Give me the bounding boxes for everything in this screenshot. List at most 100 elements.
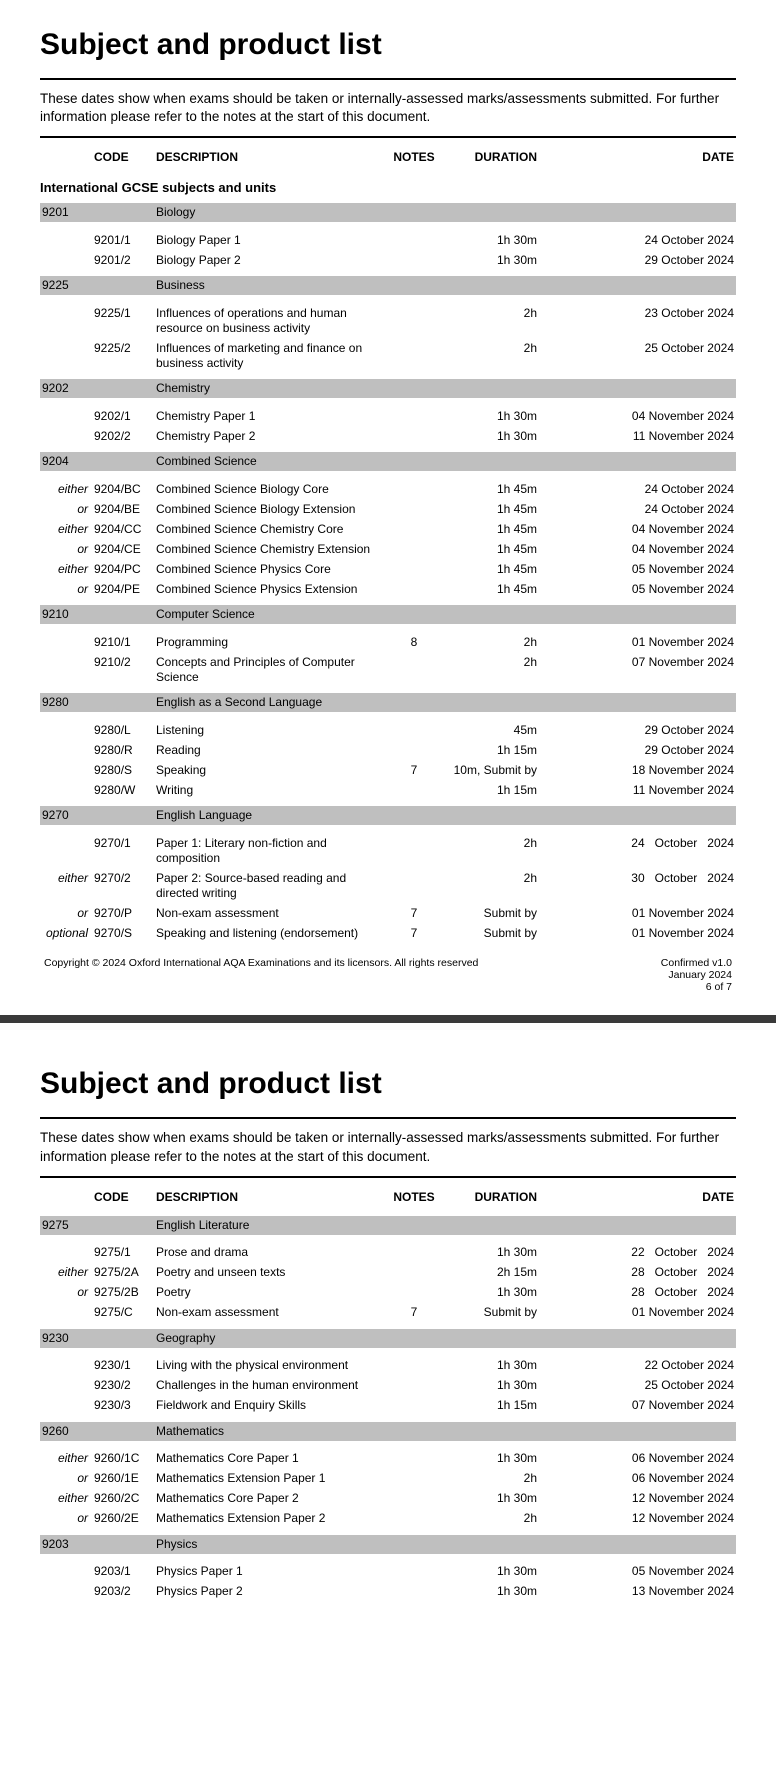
exam-row: 9230/3Fieldwork and Enquiry Skills1h 15m… (40, 1396, 736, 1416)
row-code: 9270/1 (94, 836, 156, 851)
subjects-container: 9275English Literature 9275/1Prose and dr… (40, 1216, 736, 1602)
subject-bar: 9260Mathematics (40, 1422, 736, 1441)
row-date: 05 November 2024 (537, 582, 734, 597)
row-description: Poetry and unseen texts (156, 1265, 386, 1280)
row-description: Biology Paper 1 (156, 233, 386, 248)
subject-bar: 9275English Literature (40, 1216, 736, 1235)
intro-rule (40, 1176, 736, 1178)
row-description: Biology Paper 2 (156, 253, 386, 268)
row-code: 9204/PE (94, 582, 156, 597)
row-date: 23 October 2024 (537, 306, 734, 321)
subject-name: Mathematics (156, 1424, 732, 1438)
row-code: 9230/2 (94, 1378, 156, 1393)
page-title: Subject and product list (40, 28, 736, 62)
row-duration: 1h 45m (442, 502, 537, 517)
row-description: Paper 2: Source-based reading and direct… (156, 871, 386, 901)
row-description: Writing (156, 783, 386, 798)
column-headers: CODE DESCRIPTION NOTES DURATION DATE (40, 1186, 736, 1210)
row-duration: 1h 15m (442, 1398, 537, 1413)
row-option: or (42, 502, 94, 517)
subject-name: Physics (156, 1537, 732, 1551)
row-notes: 8 (386, 635, 442, 650)
row-duration: 1h 30m (442, 1564, 537, 1579)
row-date: 29 October 2024 (537, 743, 734, 758)
row-duration: 1h 45m (442, 562, 537, 577)
row-code: 9201/2 (94, 253, 156, 268)
row-code: 9260/2E (94, 1511, 156, 1526)
header-notes: NOTES (386, 1190, 442, 1204)
row-date: 30 October 2024 (537, 871, 734, 886)
footer-right: Confirmed v1.0 January 2024 6 of 7 (661, 957, 732, 993)
row-option: optional (42, 926, 94, 941)
subject-bar: 9270English Language (40, 806, 736, 825)
row-date: 18 November 2024 (537, 763, 734, 778)
row-code: 9204/BE (94, 502, 156, 517)
subject-name: English Language (156, 808, 732, 822)
exam-row: or9204/CECombined Science Chemistry Exte… (40, 539, 736, 559)
row-date: 06 November 2024 (537, 1451, 734, 1466)
title-rule (40, 78, 736, 80)
row-description: Influences of operations and human resou… (156, 306, 386, 336)
row-code: 9204/CE (94, 542, 156, 557)
row-option: either (42, 522, 94, 537)
row-date: 25 October 2024 (537, 341, 734, 356)
row-option: either (42, 871, 94, 886)
row-duration: 1h 30m (442, 409, 537, 424)
subject-code: 9203 (42, 1537, 94, 1551)
row-date: 22 October 2024 (537, 1245, 734, 1260)
subject-code: 9225 (42, 278, 94, 292)
subject-bar: 9201Biology (40, 203, 736, 222)
row-duration: 1h 30m (442, 1245, 537, 1260)
exam-row: 9280/RReading1h 15m29 October 2024 (40, 740, 736, 760)
row-date: 07 November 2024 (537, 1398, 734, 1413)
row-date: 05 November 2024 (537, 562, 734, 577)
row-description: Mathematics Extension Paper 2 (156, 1511, 386, 1526)
subject-code: 9204 (42, 454, 94, 468)
row-description: Non-exam assessment (156, 1305, 386, 1320)
row-date: 11 November 2024 (537, 429, 734, 444)
row-code: 9203/1 (94, 1564, 156, 1579)
subject-name: English Literature (156, 1218, 732, 1232)
page-1: Subject and product list These dates sho… (0, 0, 776, 1003)
footer-version: Confirmed v1.0 (661, 957, 732, 969)
row-duration: Submit by (442, 926, 537, 941)
row-description: Combined Science Physics Core (156, 562, 386, 577)
header-description: DESCRIPTION (156, 1190, 386, 1204)
row-description: Paper 1: Literary non-fiction and compos… (156, 836, 386, 866)
exam-row: 9275/1Prose and drama1h 30m22 October 20… (40, 1243, 736, 1263)
row-duration: 2h (442, 1511, 537, 1526)
row-notes: 7 (386, 906, 442, 921)
row-notes: 7 (386, 926, 442, 941)
row-duration: 1h 30m (442, 1584, 537, 1599)
exam-row: 9230/2Challenges in the human environmen… (40, 1376, 736, 1396)
row-description: Physics Paper 1 (156, 1564, 386, 1579)
row-duration: 1h 30m (442, 233, 537, 248)
row-duration: 1h 30m (442, 1451, 537, 1466)
exam-row: or9260/1EMathematics Extension Paper 12h… (40, 1469, 736, 1489)
row-description: Combined Science Biology Core (156, 482, 386, 497)
row-duration: 2h 15m (442, 1265, 537, 1280)
exam-row: 9280/WWriting1h 15m11 November 2024 (40, 780, 736, 800)
exam-row: 9280/LListening45m29 October 2024 (40, 720, 736, 740)
row-date: 06 November 2024 (537, 1471, 734, 1486)
intro-rule (40, 136, 736, 138)
exam-row: 9280/SSpeaking710m, Submit by18 November… (40, 760, 736, 780)
exam-row: optional9270/SSpeaking and listening (en… (40, 923, 736, 943)
header-date: DATE (537, 1190, 734, 1204)
row-duration: 1h 15m (442, 783, 537, 798)
header-code: CODE (94, 150, 156, 164)
row-code: 9280/S (94, 763, 156, 778)
row-code: 9260/1C (94, 1451, 156, 1466)
row-description: Combined Science Chemistry Extension (156, 542, 386, 557)
row-code: 9210/1 (94, 635, 156, 650)
page-footer: Copyright © 2024 Oxford International AQ… (40, 957, 736, 993)
row-option: either (42, 482, 94, 497)
row-code: 9230/3 (94, 1398, 156, 1413)
row-description: Listening (156, 723, 386, 738)
subject-bar: 9280English as a Second Language (40, 693, 736, 712)
exam-row: either9270/2Paper 2: Source-based readin… (40, 868, 736, 903)
row-description: Physics Paper 2 (156, 1584, 386, 1599)
header-duration: DURATION (442, 1190, 537, 1204)
row-option: either (42, 562, 94, 577)
subject-name: Computer Science (156, 607, 732, 621)
